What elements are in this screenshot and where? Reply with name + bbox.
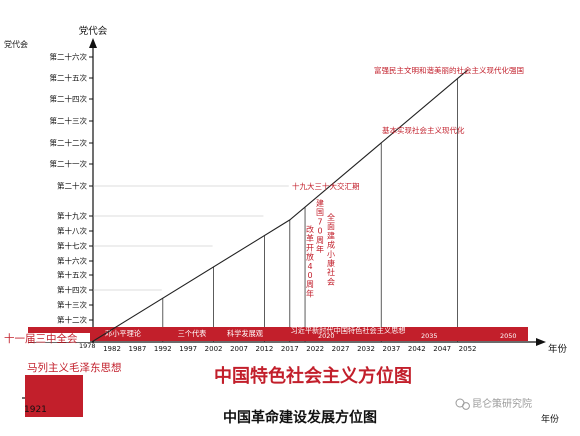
vertical-annotation: 全面建成小康社会 <box>327 212 335 286</box>
x-tick-label: 2022 <box>306 345 324 353</box>
x-tick-label: 2032 <box>357 345 375 353</box>
y-axis-arrow <box>89 38 97 48</box>
band-year-label: 2050 <box>500 332 517 340</box>
ideology-band <box>28 327 528 341</box>
band-label: 科学发展观 <box>227 329 263 338</box>
development-line <box>91 69 468 343</box>
y-tick-label: 第二十四次 <box>50 94 88 104</box>
y-base-label: 十一届三中全会 <box>4 332 78 345</box>
y-tick-label: 第十九次 <box>57 211 87 221</box>
x-tick-labels: 1982 1987 1992 1997 2002 2007 2012 2017 2022 2027… <box>103 345 476 353</box>
y-tick-label: 第十二次 <box>57 315 87 325</box>
annotation-convergence: 十九大三十大交汇期 <box>292 181 360 191</box>
y-tick-label: 第十五次 <box>57 270 87 280</box>
left-bar-label: 马列主义毛泽东思想 <box>27 361 122 374</box>
x-axis-title: 年份 <box>548 343 568 355</box>
y-axis-title-small: 党代会 <box>4 39 28 49</box>
y-tick-label: 第二十次 <box>57 181 87 191</box>
x-tick-label: 1987 <box>128 345 146 353</box>
annotation-strong-nation: 富强民主文明和谐美丽的社会主义现代化强国 <box>374 65 524 75</box>
x-tick-label: 2042 <box>408 345 426 353</box>
x-tick-label: 1992 <box>154 345 172 353</box>
band-label: 习近平新时代中国特色社会主义思想 <box>290 326 405 335</box>
y-tick-label: 第十四次 <box>57 285 87 295</box>
y-tick-labels: 第十二次 第十三次 第十四次 第十五次 第十六次 第十七次 第十八次 第十九次 第二十次 第二十一… <box>50 52 93 325</box>
x-axis-arrow <box>536 338 546 346</box>
chart-title: 中国特色社会主义方位图 <box>214 365 412 387</box>
x-axis-title-bottom: 年份 <box>541 413 559 425</box>
x-tick-label: 2047 <box>433 345 451 353</box>
x-tick-label: 1982 <box>103 345 121 353</box>
x-tick-label: 2052 <box>459 345 477 353</box>
band-gap <box>28 333 90 342</box>
x-tick-label: 2007 <box>230 345 248 353</box>
y-tick-label: 第二十二次 <box>50 138 88 148</box>
x-tick-label: 2027 <box>332 345 350 353</box>
y-tick-label: 第二十六次 <box>50 52 88 62</box>
left-red-block <box>25 375 83 417</box>
x-tick-label: 2037 <box>382 345 400 353</box>
band-year-label: 2035 <box>421 332 438 340</box>
annotation-modernization: 基本实现社会主义现代化 <box>382 125 465 135</box>
y-tick-label: 第二十三次 <box>50 116 88 126</box>
y-tick-label: 第十三次 <box>57 300 87 310</box>
x-tick-label: 2002 <box>205 345 223 353</box>
y-axis-title: 党代会 <box>79 25 108 37</box>
x-origin-label: 1978 <box>79 342 96 350</box>
x-tick-label: 1997 <box>179 345 197 353</box>
start-year-label: 1921 <box>24 405 47 415</box>
x-tick-label: 2012 <box>255 345 273 353</box>
bottom-title: 中国革命建设发展方位图 <box>223 409 377 426</box>
vertical-annotation: 建国 7 0 周年 <box>316 198 324 254</box>
vertical-annotation: 改革开放 4 0 周年 <box>306 224 314 298</box>
watermark-text: 昆仑策研究院 <box>472 397 532 410</box>
wechat-icon-2 <box>462 402 470 410</box>
band-label: 三个代表 <box>178 329 207 338</box>
x-tick-label: 2017 <box>281 345 299 353</box>
y-tick-label: 第二十五次 <box>50 73 88 83</box>
y-tick-label: 第十八次 <box>57 226 87 236</box>
y-tick-label: 第二十一次 <box>50 159 88 169</box>
band-label: 邓小平理论 <box>105 329 142 338</box>
guide-lines <box>93 78 458 342</box>
watermark: 昆仑策研究院 <box>455 397 532 410</box>
band-year-label: 2020 <box>318 332 335 340</box>
y-tick-label: 第十七次 <box>57 241 87 251</box>
y-tick-label: 第十六次 <box>57 256 87 266</box>
